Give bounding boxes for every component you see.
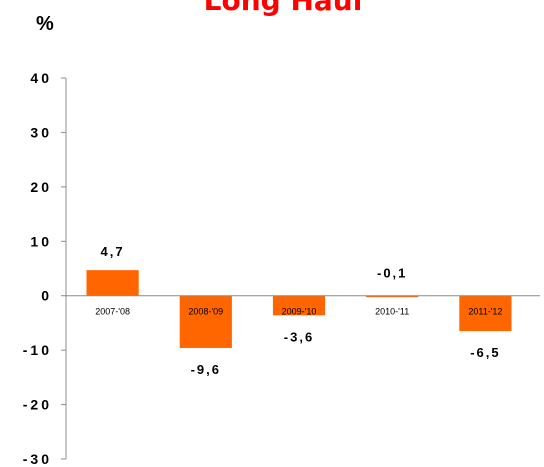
axes [65,78,540,459]
y-tick-label: 30 [30,124,52,140]
x-axis-ticks: 2007-'08 2008-'09 2009-'10 2010-'11 2011-'12 [95,307,502,317]
x-tick-label: 2011-'12 [468,307,502,317]
data-labels: 4,7 -9,6 -3,6 -0,1 -6,5 [101,244,500,377]
bar [86,270,139,296]
y-tick-label: 10 [30,233,52,249]
y-tick-label: 20 [30,179,52,195]
bar [272,295,326,316]
y-tick-label: -10 [23,342,52,358]
y-tick-label: 40 [30,70,52,86]
data-label: -9,6 [191,362,221,377]
x-tick-label: 2009-'10 [282,307,317,317]
data-label: -3,6 [284,329,314,344]
x-tick-label: 2008-'09 [188,307,223,317]
data-label: -0,1 [377,266,407,281]
y-tick-label: 0 [41,288,52,304]
x-tick-label: 2007-'08 [95,307,130,317]
y-axis-ticks: 40 30 20 10 0 -10 -20 -30 [23,70,66,467]
data-label: -6,5 [470,345,500,360]
y-tick-label: -30 [23,451,52,467]
bars [86,270,512,348]
bar [459,295,512,332]
x-tick-label: 2010-'11 [375,307,409,317]
bar [179,295,232,348]
data-label: 4,7 [101,244,125,259]
y-axis-unit-label: % [36,13,54,35]
bar [366,295,419,298]
chart-title: Long Haul [204,0,363,17]
y-tick-label: -20 [23,397,52,413]
